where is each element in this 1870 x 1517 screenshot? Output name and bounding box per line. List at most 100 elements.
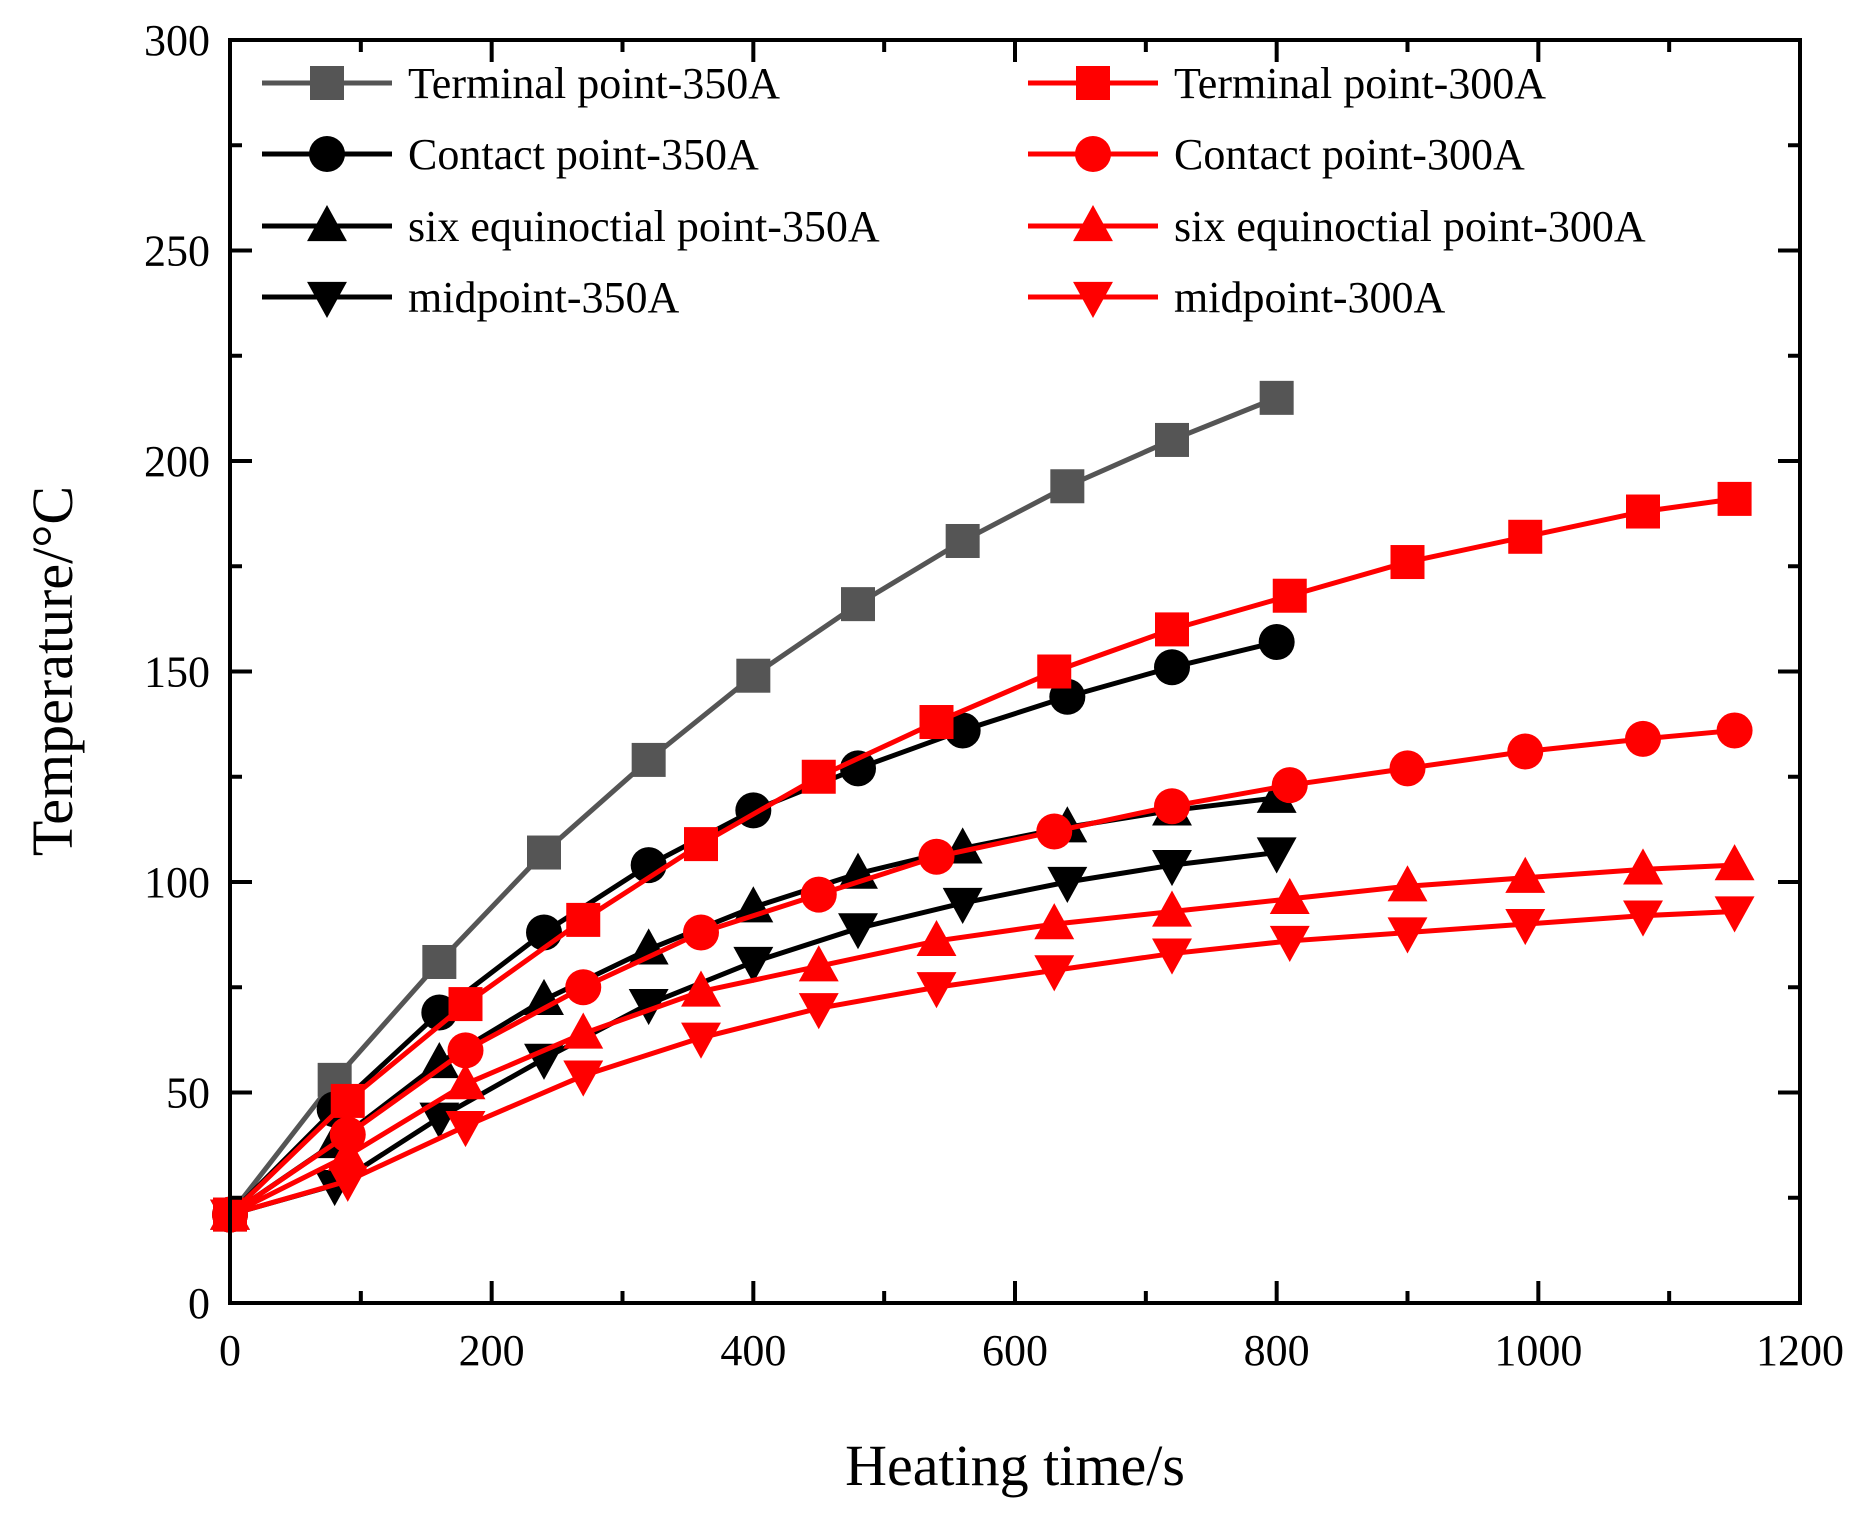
data-point (563, 1060, 604, 1097)
legend-label: Terminal point-300A (1174, 59, 1546, 108)
data-point (628, 988, 669, 1026)
legend-marker (1076, 66, 1110, 100)
legend-label: midpoint-300A (1174, 273, 1446, 322)
series-contact-point-300a (212, 712, 1753, 1233)
data-point (798, 993, 839, 1030)
series-line (228, 496, 1735, 1217)
legend-item: Contact point-300A (1028, 130, 1525, 179)
legend-marker (310, 66, 344, 100)
legend-item: Terminal point-350A (262, 59, 780, 108)
data-point (1714, 844, 1755, 881)
legend-marker (307, 281, 347, 318)
data-point (563, 1012, 604, 1049)
data-point (1625, 720, 1661, 757)
x-axis-title: Heating time/s (845, 1433, 1185, 1498)
data-point (327, 1165, 368, 1202)
axes-layer: 0 200 400 600 800 1000 1200 0 50 100 150 200 250 300 (144, 16, 1844, 1375)
data-point (942, 887, 983, 925)
data-point (419, 1042, 460, 1079)
x-tick-label: 600 (982, 1326, 1048, 1375)
legend-marker (307, 205, 347, 242)
data-point (566, 902, 601, 937)
data-point (631, 742, 666, 777)
series-line (228, 639, 1278, 1217)
data-point (800, 876, 837, 913)
data-point (1155, 422, 1189, 457)
data-point (1389, 750, 1426, 787)
legend-label: six equinoctial point-300A (1174, 202, 1646, 251)
series-terminal-point-300a (213, 481, 1752, 1232)
data-point (330, 1083, 365, 1118)
data-point (524, 978, 564, 1015)
series-contact-point-350a (212, 624, 1295, 1233)
y-tick-label: 0 (188, 1279, 210, 1328)
data-point (1623, 848, 1663, 885)
data-point (1508, 519, 1543, 554)
legend-label: Contact point-300A (1174, 130, 1525, 179)
legend-marker (1073, 281, 1113, 318)
data-point (838, 913, 878, 950)
data-point (445, 1111, 486, 1148)
y-axis-title: Temperature/°C (20, 486, 85, 856)
y-tick-label: 100 (144, 858, 210, 907)
data-point (1716, 712, 1753, 749)
data-point (1272, 578, 1307, 613)
data-point (919, 705, 954, 740)
y-tick-label: 250 (144, 227, 210, 276)
data-point (1152, 890, 1192, 927)
legend-label: midpoint-350A (408, 273, 680, 322)
legend-label: Terminal point-350A (408, 59, 780, 108)
data-point (681, 970, 721, 1007)
legend-marker (309, 136, 345, 172)
data-point (1626, 494, 1660, 529)
x-tick-label: 1200 (1756, 1326, 1844, 1375)
legend-marker (1073, 205, 1113, 242)
legend-item: six equinoctial point-350A (262, 202, 880, 251)
data-point (683, 914, 719, 951)
legend-item: Terminal point-300A (1028, 59, 1546, 108)
data-point (1258, 624, 1295, 661)
data-point (1717, 481, 1752, 516)
data-point (801, 759, 836, 794)
x-tick-label: 0 (219, 1326, 241, 1375)
data-point (1505, 908, 1546, 946)
data-point (1256, 837, 1297, 874)
x-tick-label: 1000 (1494, 1326, 1582, 1375)
data-point (329, 1116, 366, 1153)
legend-marker (1075, 136, 1111, 172)
series-layer (210, 380, 1755, 1236)
y-tick-label: 50 (166, 1069, 210, 1118)
y-tick-label: 200 (144, 437, 210, 486)
data-point (1152, 938, 1192, 975)
data-point (916, 972, 957, 1009)
data-point (628, 928, 669, 965)
data-point (1034, 903, 1075, 940)
data-point (918, 838, 955, 875)
data-point (684, 827, 718, 862)
data-point (1387, 917, 1428, 954)
data-point (1390, 545, 1425, 580)
data-point (1034, 955, 1075, 992)
legend-item: midpoint-350A (262, 273, 680, 322)
data-point (1036, 813, 1073, 850)
y-tick-label: 150 (144, 648, 210, 697)
data-point (733, 946, 774, 983)
data-point (944, 712, 981, 749)
series-line (228, 727, 1735, 1217)
legend-item: six equinoctial point-300A (1028, 202, 1646, 251)
data-point (1050, 469, 1085, 504)
data-point (681, 1022, 721, 1059)
legend: Terminal point-350A Contact point-350A six… (262, 59, 1646, 322)
data-point (1259, 380, 1294, 415)
legend-item: Contact point-350A (262, 130, 759, 179)
y-tick-label: 300 (144, 16, 210, 65)
data-point (1154, 649, 1190, 686)
data-point (1269, 925, 1310, 962)
data-point (421, 994, 458, 1031)
data-point (1047, 866, 1088, 903)
data-point (840, 750, 876, 787)
data-point (447, 1032, 484, 1069)
data-point (448, 987, 483, 1022)
legend-item: midpoint-300A (1028, 273, 1446, 322)
